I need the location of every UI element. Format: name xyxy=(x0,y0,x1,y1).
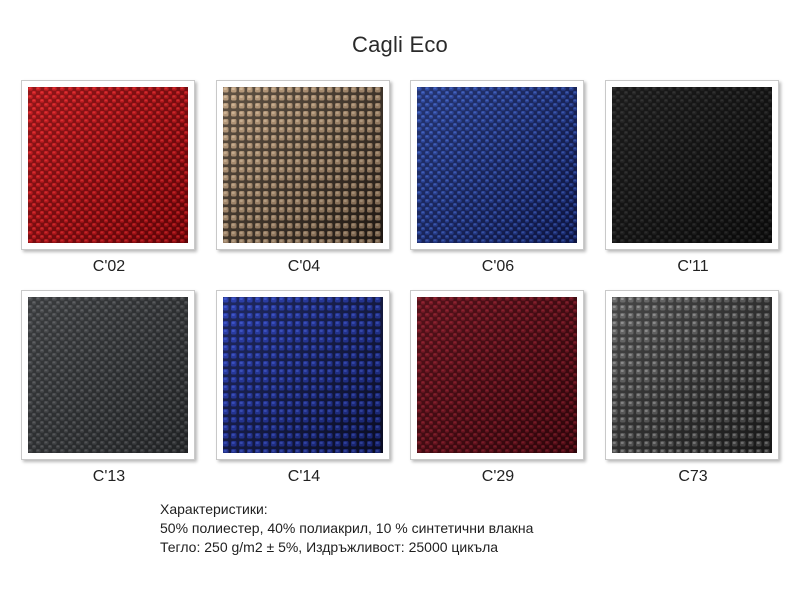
swatch-frame xyxy=(21,290,195,460)
swatch-code: C'29 xyxy=(481,468,515,485)
swatch-frame xyxy=(21,80,195,250)
swatch-code: C'11 xyxy=(677,258,709,275)
swatch-frame xyxy=(410,80,584,250)
swatch-code: C'13 xyxy=(92,468,126,485)
swatch-item: C'14 xyxy=(216,290,392,526)
swatch-code: C'02 xyxy=(92,258,126,275)
swatch-item: C'11 xyxy=(605,80,781,316)
swatch-code: C'04 xyxy=(287,258,321,275)
grey-black-fabric-swatch xyxy=(612,297,772,453)
swatch-item: C'06 xyxy=(410,80,586,316)
swatch-code: C73 xyxy=(678,468,708,485)
specifications-heading: Характеристики: xyxy=(160,501,268,517)
weight-durability-text: Тегло: 250 g/m2 ± 5%, Издръжливост: 2500… xyxy=(160,539,499,555)
specifications-block: Характеристики: 50% полиестер, 40% полиа… xyxy=(160,500,533,557)
red-fabric-swatch xyxy=(28,87,188,243)
swatch-item: C'02 xyxy=(21,80,197,316)
composition-text: 50% полиестер, 40% полиакрил, 10 % синте… xyxy=(160,520,534,536)
swatch-item: C'13 xyxy=(21,290,197,526)
dark-grey-fabric-swatch xyxy=(28,297,188,453)
swatch-code: C'14 xyxy=(287,468,321,485)
swatch-code: C'06 xyxy=(481,258,515,275)
black-fabric-swatch xyxy=(612,87,772,243)
swatch-item: C'04 xyxy=(216,80,392,316)
royal-blue-fabric-swatch xyxy=(223,297,383,453)
swatch-frame xyxy=(605,80,779,250)
swatch-item: C'29 xyxy=(410,290,586,526)
swatch-frame xyxy=(216,290,390,460)
swatch-frame xyxy=(216,80,390,250)
blue-fabric-swatch xyxy=(417,87,577,243)
swatch-item: C73 xyxy=(605,290,781,526)
beige-fabric-swatch xyxy=(223,87,383,243)
swatch-frame xyxy=(605,290,779,460)
catalog-title: Cagli Eco xyxy=(352,32,448,57)
burgundy-fabric-swatch xyxy=(417,297,577,453)
swatch-frame xyxy=(410,290,584,460)
